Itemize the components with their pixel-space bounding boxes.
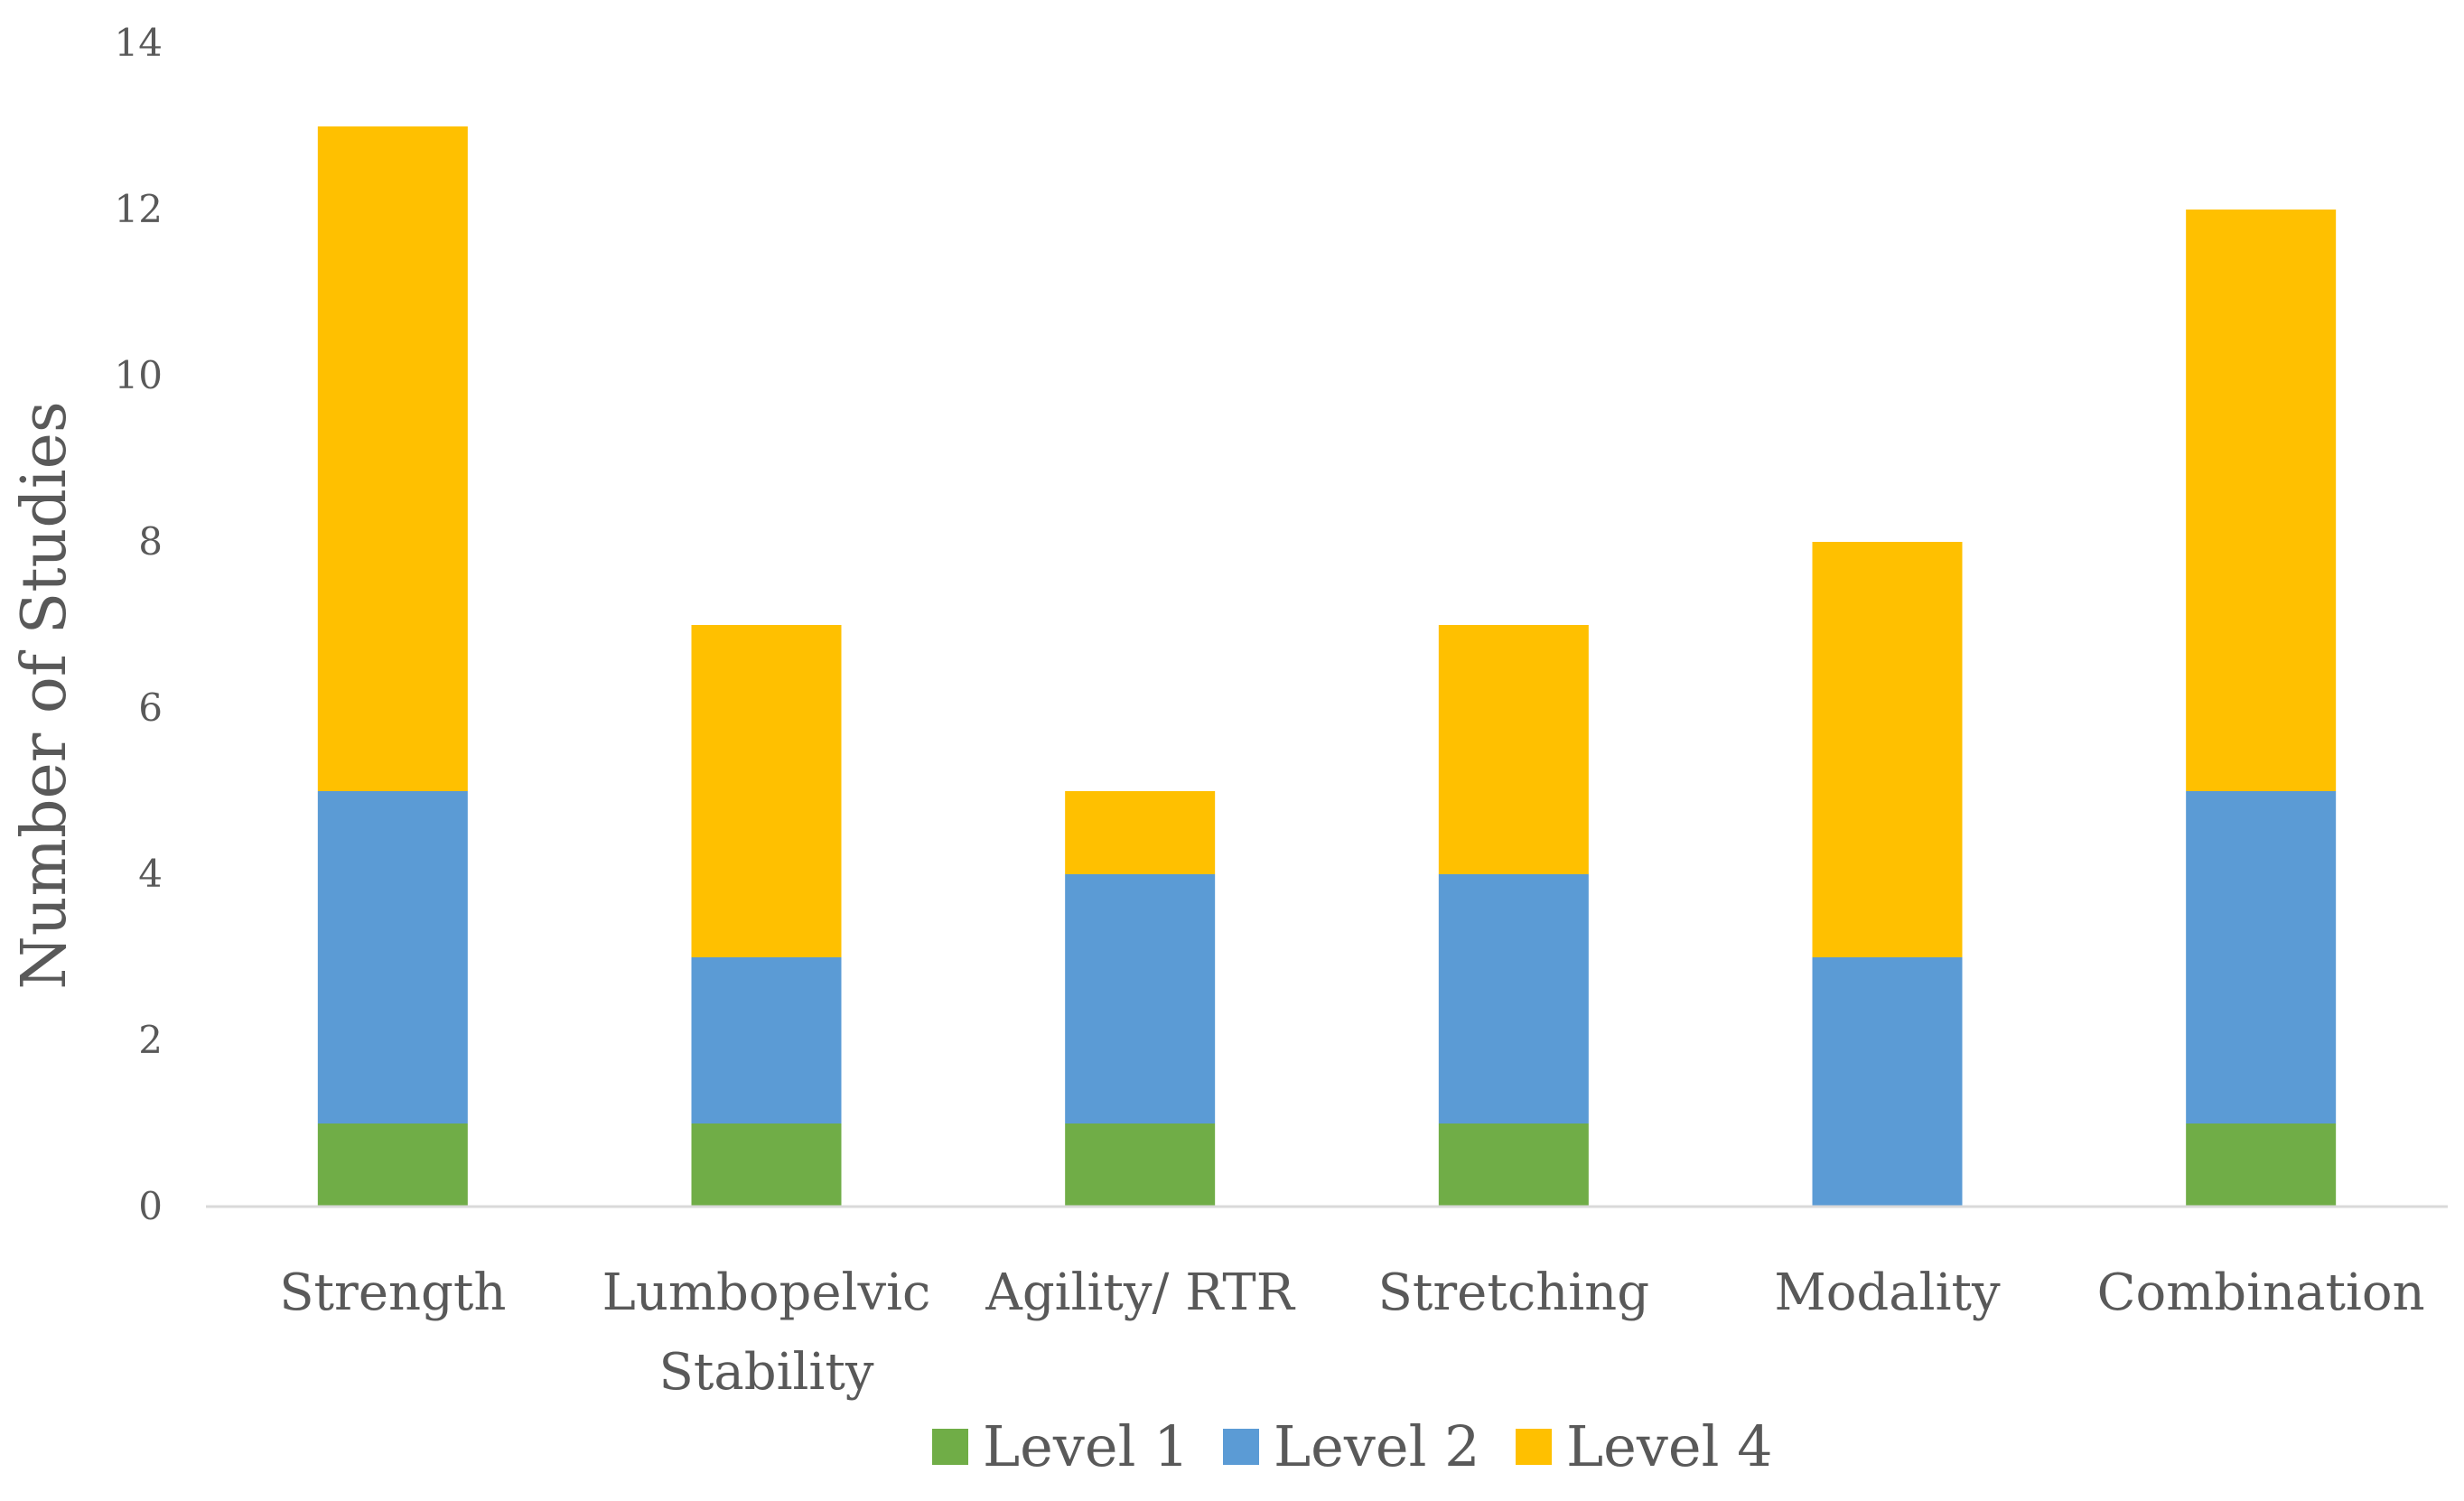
bar-segment-level-2	[1065, 874, 1216, 1123]
x-category-label: Strength	[279, 1263, 506, 1322]
legend-label: Level 2	[1274, 1413, 1480, 1479]
bar-segment-level-4	[2186, 210, 2337, 791]
legend-swatch	[932, 1429, 968, 1465]
bar-segment-level-4	[691, 625, 842, 957]
bar-segment-level-4	[1438, 625, 1589, 874]
x-axis-labels: Strength Lumbopelvic Stability Agility/ RTR…	[279, 1263, 2425, 1402]
y-tick-label: 0	[138, 1184, 163, 1228]
y-tick-label: 10	[115, 353, 163, 397]
bar-segment-level-4	[1065, 791, 1216, 874]
y-tick-label: 14	[115, 21, 163, 65]
y-axis-title: Number of Studies	[9, 401, 80, 990]
x-category-label: Stability	[659, 1343, 874, 1402]
x-category-label: Agility/ RTR	[985, 1263, 1295, 1322]
bar-segment-level-4	[317, 126, 468, 791]
legend-label: Level 1	[983, 1413, 1190, 1479]
bar-segment-level-1	[2186, 1123, 2337, 1207]
bar-segment-level-1	[1065, 1123, 1216, 1207]
bar-segment-level-1	[691, 1123, 842, 1207]
legend-swatch	[1223, 1429, 1259, 1465]
y-tick-label: 2	[138, 1018, 163, 1062]
bar-segment-level-1	[317, 1123, 468, 1207]
bar-segment-level-1	[1438, 1123, 1589, 1207]
y-tick-label: 8	[138, 519, 163, 564]
legend-label: Level 4	[1566, 1413, 1773, 1479]
y-tick-label: 6	[138, 685, 163, 730]
bar-segment-level-2	[2186, 791, 2337, 1123]
bar-segment-level-2	[1438, 874, 1589, 1123]
x-category-label: Modality	[1774, 1263, 2001, 1322]
legend-swatch	[1516, 1429, 1552, 1465]
legend: Level 1 Level 2 Level 4	[932, 1413, 1773, 1479]
x-category-label: Stretching	[1378, 1263, 1650, 1322]
x-category-label: Lumbopelvic	[602, 1263, 931, 1322]
y-tick-label: 4	[138, 852, 163, 896]
bar-segment-level-4	[1812, 542, 1963, 957]
x-category-label: Combination	[2097, 1263, 2425, 1322]
y-axis-ticks: 0 2 4 6 8 10 12 14	[115, 21, 163, 1228]
bar-segment-level-2	[1812, 957, 1963, 1207]
bars	[317, 126, 2337, 1207]
y-tick-label: 12	[115, 187, 163, 231]
bar-segment-level-2	[691, 957, 842, 1123]
bar-segment-level-2	[317, 791, 468, 1123]
